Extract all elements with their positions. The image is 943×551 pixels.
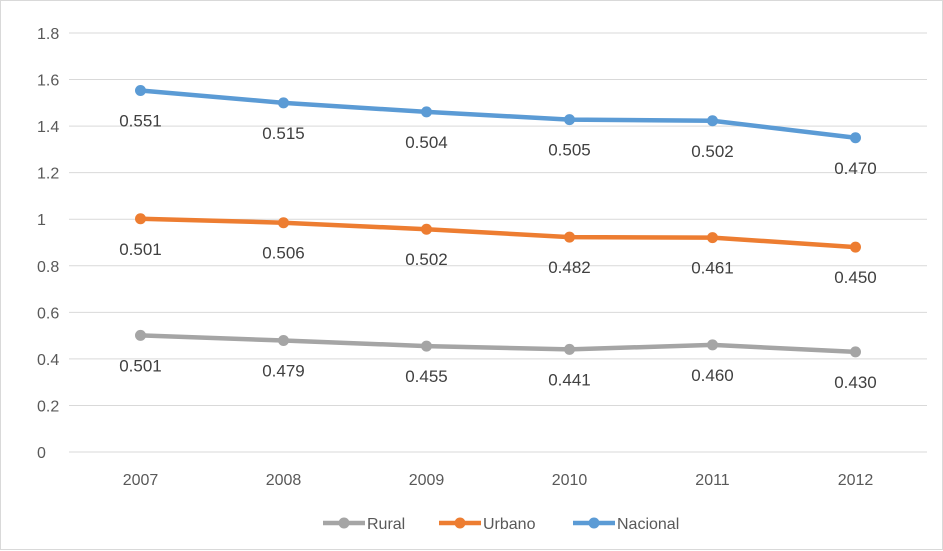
- data-point-rural: [278, 334, 289, 346]
- data-label-urbano: 0.506: [262, 244, 305, 263]
- legend-marker-rural: [338, 517, 350, 529]
- legend-marker-nacional: [588, 517, 600, 529]
- data-label-rural: 0.479: [262, 361, 305, 380]
- data-point-rural: [421, 340, 432, 352]
- data-point-nacional: [850, 132, 861, 144]
- data-point-urbano: [135, 213, 146, 225]
- legend-marker-urbano: [454, 517, 466, 529]
- x-tick-label: 2008: [266, 472, 302, 489]
- x-tick-label: 2012: [838, 472, 874, 489]
- legend-label-rural: Rural: [367, 516, 405, 533]
- y-tick-label: 0: [37, 445, 46, 462]
- x-tick-label: 2009: [409, 472, 445, 489]
- data-label-urbano: 0.501: [119, 240, 162, 259]
- data-label-rural: 0.430: [834, 373, 877, 392]
- y-axis-ticks: 0 0.2 0.4 0.6 0.8 1 1.2 1.4 1.6 1.8: [37, 26, 59, 462]
- data-label-rural: 0.455: [405, 367, 448, 386]
- data-labels: 0.501 0.479 0.455 0.441 0.460 0.430 0.501 0.506…: [119, 111, 877, 391]
- data-point-urbano: [564, 231, 575, 243]
- data-point-nacional: [707, 115, 718, 127]
- data-point-urbano: [278, 217, 289, 229]
- series-line-nacional: [138, 88, 858, 140]
- data-point-urbano: [707, 232, 718, 244]
- y-tick-label: 0.4: [37, 352, 59, 369]
- series-line-rural: [138, 333, 858, 355]
- data-point-urbano: [421, 223, 432, 235]
- data-point-rural: [564, 343, 575, 355]
- data-point-urbano: [850, 241, 861, 253]
- legend-label-nacional: Nacional: [617, 516, 679, 533]
- data-label-urbano: 0.482: [548, 258, 591, 277]
- data-label-rural: 0.460: [691, 366, 734, 385]
- data-label-nacional: 0.515: [262, 124, 305, 143]
- data-label-nacional: 0.470: [834, 159, 877, 178]
- y-tick-label: 1.4: [37, 119, 59, 136]
- data-point-nacional: [564, 114, 575, 126]
- data-label-nacional: 0.502: [691, 142, 734, 161]
- legend: Rural Urbano Nacional: [323, 516, 679, 533]
- x-tick-label: 2007: [123, 472, 159, 489]
- x-tick-label: 2010: [552, 472, 588, 489]
- data-point-rural: [135, 329, 146, 341]
- x-axis-ticks: 2007 2008 2009 2010 2011 2012: [123, 472, 874, 489]
- data-label-nacional: 0.551: [119, 111, 162, 130]
- data-point-nacional: [421, 106, 432, 118]
- data-label-urbano: 0.461: [691, 259, 734, 278]
- data-label-nacional: 0.504: [405, 133, 448, 152]
- data-label-urbano: 0.502: [405, 250, 448, 269]
- data-point-nacional: [278, 97, 289, 109]
- data-label-nacional: 0.505: [548, 141, 591, 160]
- y-tick-label: 1.6: [37, 73, 59, 90]
- data-label-rural: 0.501: [119, 356, 162, 375]
- series-lines: [135, 84, 861, 358]
- y-tick-label: 0.2: [37, 398, 59, 415]
- y-tick-label: 0.8: [37, 259, 59, 276]
- y-tick-label: 1: [37, 212, 46, 229]
- y-tick-label: 1.8: [37, 26, 59, 43]
- y-tick-label: 1.2: [37, 166, 59, 183]
- data-label-rural: 0.441: [548, 370, 591, 389]
- legend-label-urbano: Urbano: [483, 516, 536, 533]
- series-line-urbano: [138, 216, 858, 250]
- y-tick-label: 0.6: [37, 305, 59, 322]
- data-point-rural: [850, 346, 861, 358]
- data-point-nacional: [135, 84, 146, 96]
- data-point-rural: [707, 339, 718, 351]
- data-label-urbano: 0.450: [834, 268, 877, 287]
- x-tick-label: 2011: [695, 472, 730, 489]
